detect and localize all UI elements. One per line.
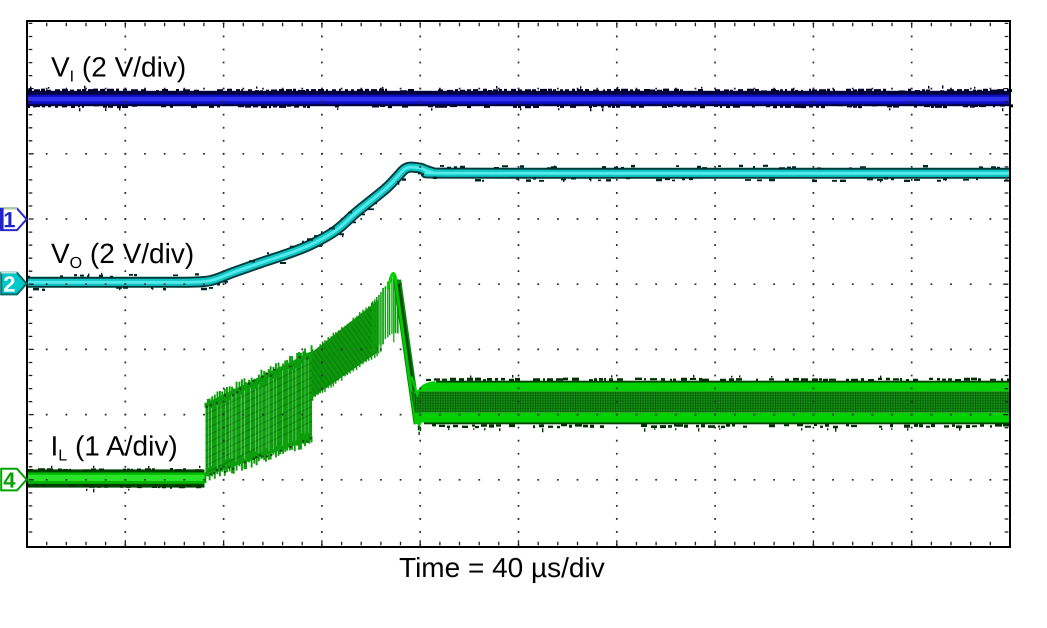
svg-text:IL (1 A/div): IL (1 A/div) [50, 431, 177, 465]
svg-text:1: 1 [3, 207, 15, 232]
svg-text:4: 4 [3, 468, 16, 493]
svg-text:VI (2 V/div): VI (2 V/div) [51, 52, 186, 86]
svg-text:Time = 40 µs/div: Time = 40 µs/div [399, 552, 605, 583]
svg-text:2: 2 [3, 272, 15, 297]
